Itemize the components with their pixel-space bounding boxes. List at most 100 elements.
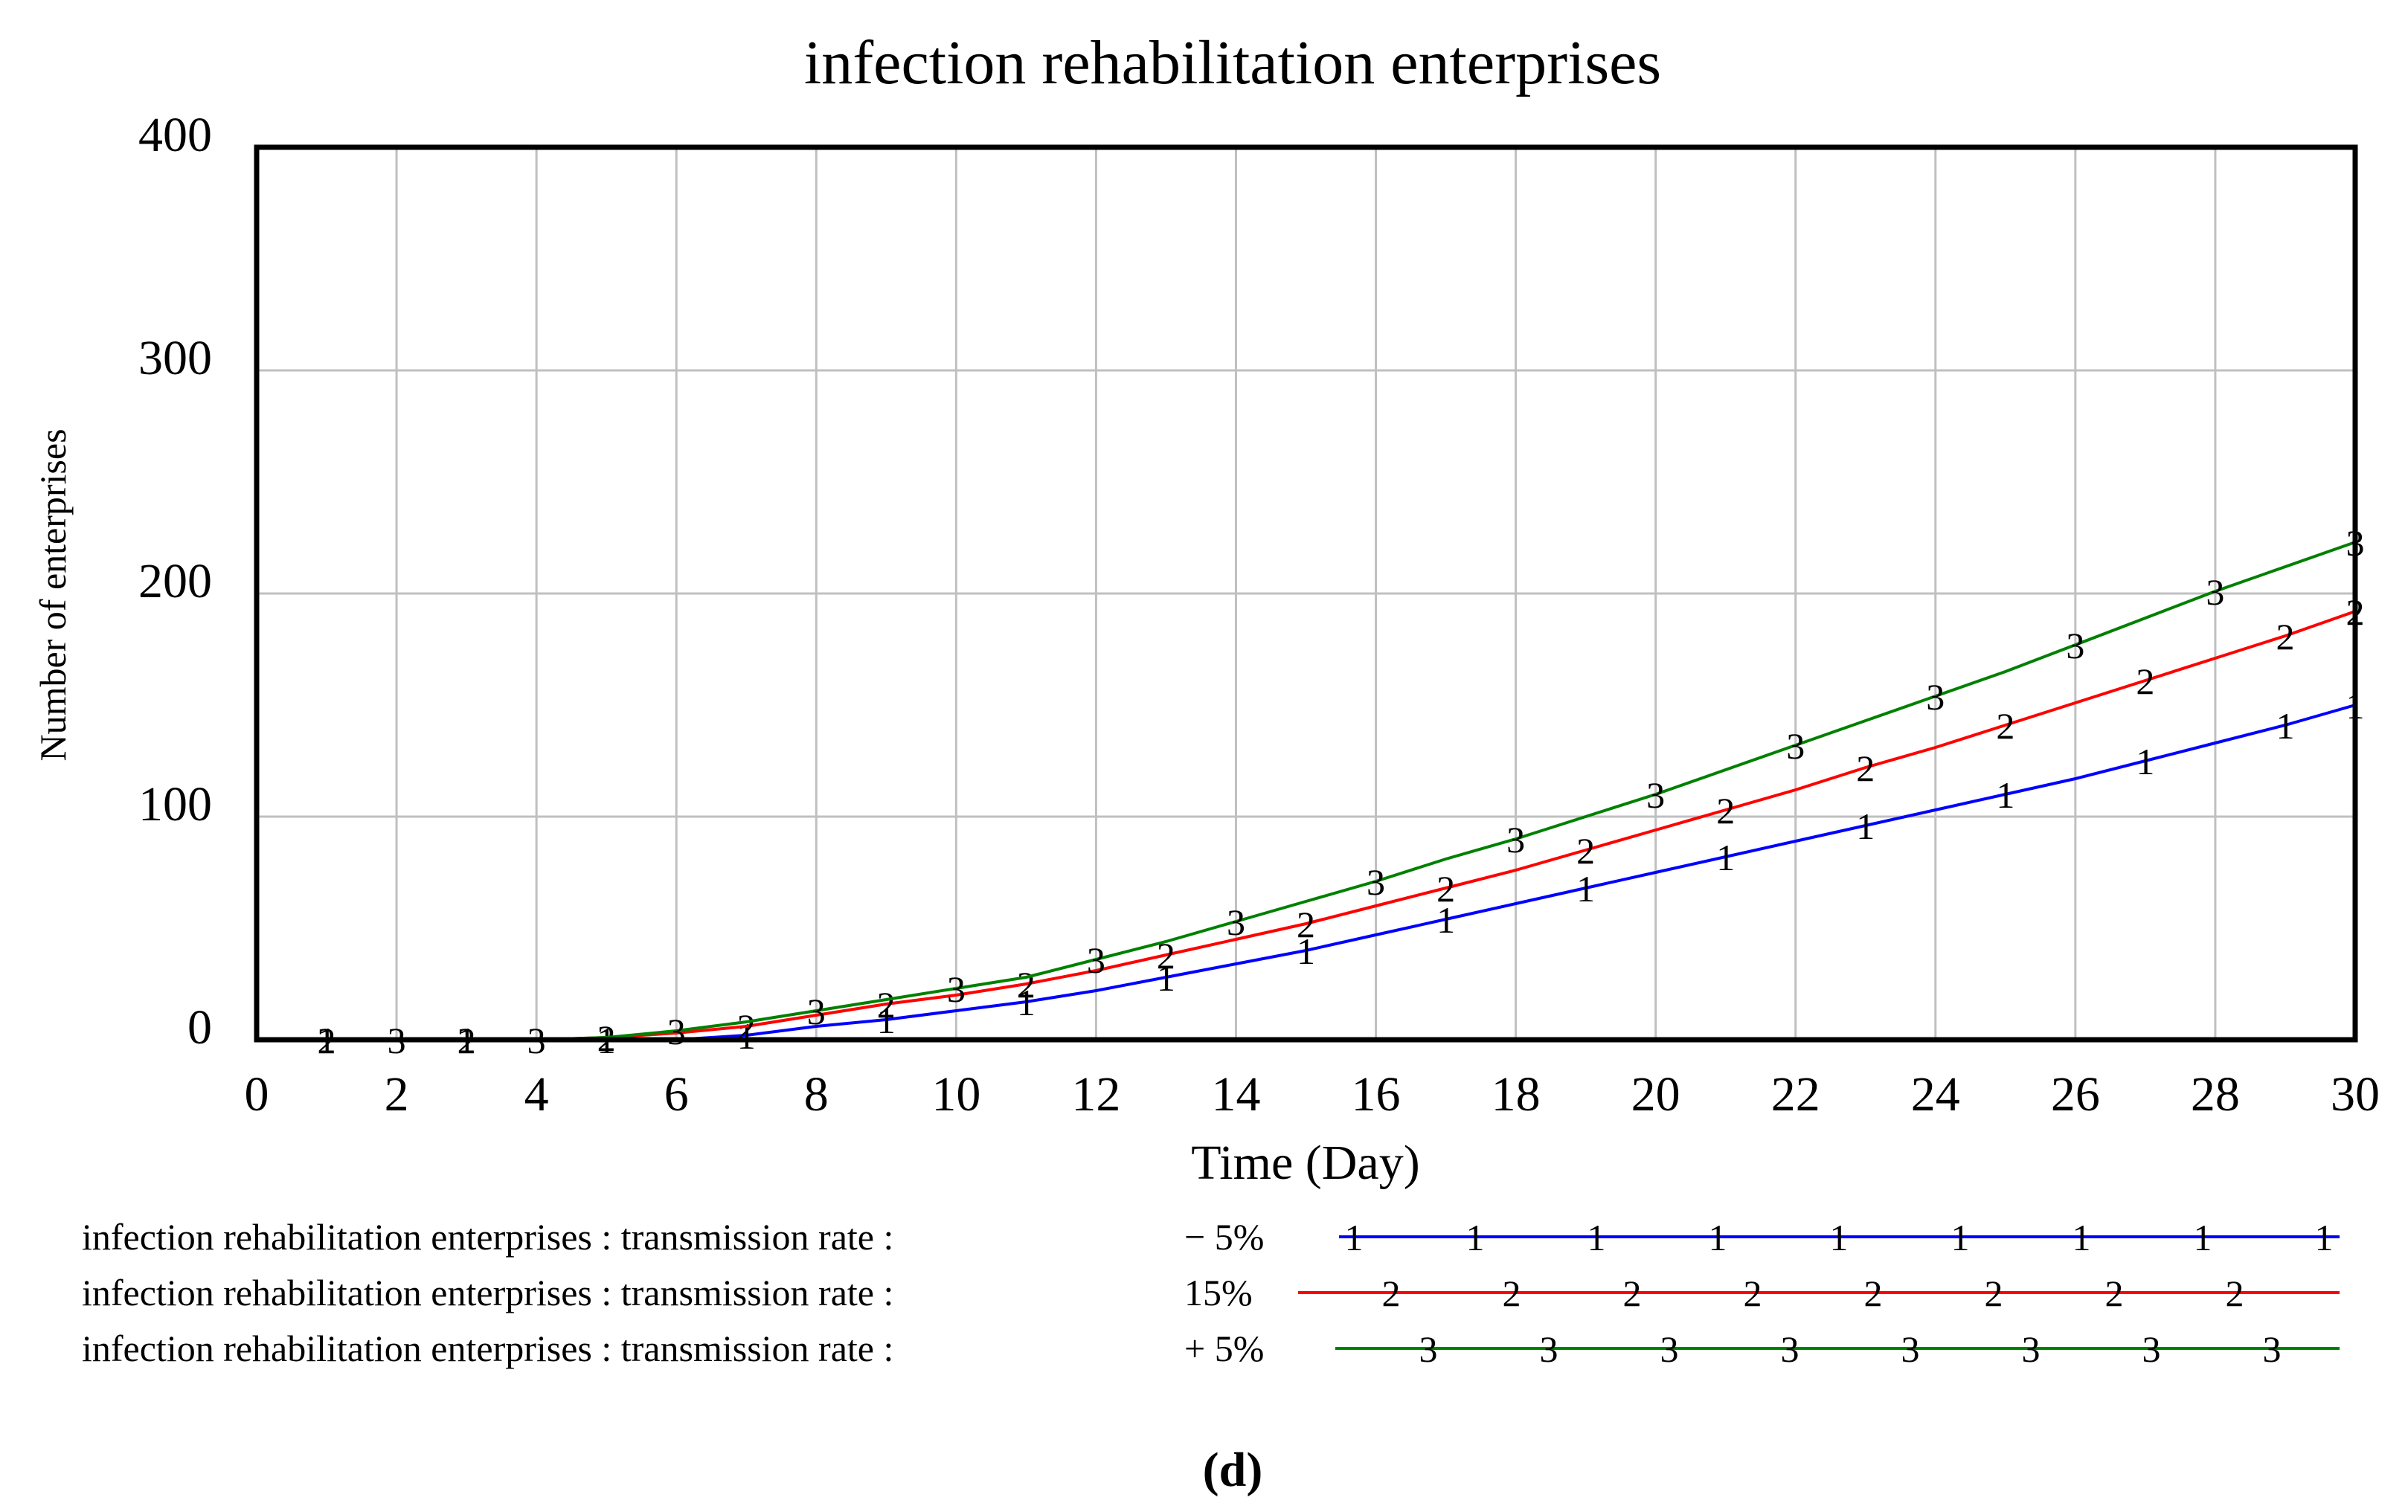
data-point: 1 <box>1996 774 2014 816</box>
legend-marker: 2 <box>2105 1273 2124 1314</box>
data-point: 3 <box>1506 819 1525 860</box>
x-tick-label: 12 <box>1071 1067 1120 1122</box>
legend-marker: 3 <box>2142 1328 2161 1370</box>
data-point: 1 <box>2136 741 2154 782</box>
legend-marker: 3 <box>1419 1328 1438 1370</box>
data-point: 3 <box>1087 939 1105 981</box>
data-point: 3 <box>1646 774 1665 816</box>
data-point: 3 <box>1926 676 1945 718</box>
legend-marker: 1 <box>2315 1217 2334 1258</box>
data-point: 2 <box>1436 868 1455 910</box>
data-point: 3 <box>2066 625 2084 666</box>
legend-marker: 1 <box>2194 1217 2212 1258</box>
legend-series-name: infection rehabilitation enterprises : t… <box>82 1272 893 1313</box>
data-point: 3 <box>667 1011 686 1052</box>
legend-marker: 3 <box>2263 1328 2282 1370</box>
legend-marker: 2 <box>1382 1273 1401 1314</box>
legend-marker: 1 <box>1830 1217 1849 1258</box>
x-tick-label: 16 <box>1352 1067 1401 1122</box>
x-tick-label: 30 <box>2331 1067 2380 1122</box>
x-tick-label: 24 <box>1911 1067 1960 1122</box>
legend-marker: 2 <box>2226 1273 2244 1314</box>
data-point: 1 <box>1436 899 1455 941</box>
series-line <box>257 704 2356 1041</box>
legend-marker: 3 <box>1901 1328 1920 1370</box>
data-point: 2 <box>1297 904 1315 945</box>
data-point: 1 <box>1576 868 1595 910</box>
data-point: 1 <box>1856 805 1875 847</box>
panel-label: (d) <box>1203 1443 1263 1497</box>
data-point: 2 <box>1996 705 2014 747</box>
y-tick-label: 200 <box>138 554 212 608</box>
data-point: 3 <box>1227 901 1245 943</box>
data-point: 1 <box>2276 705 2294 747</box>
data-point: 2 <box>1856 747 1875 789</box>
legend-marker: 1 <box>1466 1217 1485 1258</box>
y-tick-label: 400 <box>138 108 212 162</box>
x-tick-label: 6 <box>664 1067 689 1122</box>
data-point: 3 <box>947 968 966 1010</box>
legend-rate-label: 15% <box>1184 1272 1253 1313</box>
data-point: 2 <box>1716 790 1735 831</box>
data-point: 2 <box>1576 830 1595 872</box>
data-point: 2 <box>2136 660 2154 702</box>
data-point: 1 <box>1017 982 1036 1023</box>
data-point: 3 <box>1367 861 1385 903</box>
legend: infection rehabilitation enterprises : t… <box>82 1216 2340 1370</box>
x-tick-label: 2 <box>385 1067 409 1122</box>
legend-marker: 3 <box>1540 1328 1558 1370</box>
legend-entry: infection rehabilitation enterprises : t… <box>82 1272 2340 1314</box>
legend-rate-label: − 5% <box>1184 1216 1264 1258</box>
legend-marker: 2 <box>1985 1273 2003 1314</box>
legend-marker: 3 <box>2022 1328 2041 1370</box>
legend-marker: 3 <box>1660 1328 1679 1370</box>
y-tick-label: 100 <box>138 777 212 831</box>
data-point: 3 <box>807 991 826 1032</box>
x-axis-label: Time (Day) <box>1191 1136 1419 1190</box>
plot-frame <box>254 144 2358 1043</box>
legend-marker: 1 <box>2073 1217 2091 1258</box>
x-tick-label: 0 <box>245 1067 269 1122</box>
legend-series-name: infection rehabilitation enterprises : t… <box>82 1328 893 1369</box>
x-tick-label: 18 <box>1492 1067 1541 1122</box>
y-axis-label: Number of enterprises <box>32 428 74 761</box>
legend-marker: 2 <box>1503 1273 1521 1314</box>
x-tick-label: 8 <box>804 1067 829 1122</box>
x-tick-label: 26 <box>2051 1067 2100 1122</box>
x-tick-label: 14 <box>1211 1067 1260 1122</box>
x-tick-label: 22 <box>1771 1067 1820 1122</box>
legend-marker: 2 <box>1864 1273 1883 1314</box>
chart-title: infection rehabilitation enterprises <box>804 28 1661 97</box>
x-tick-label: 4 <box>524 1067 549 1122</box>
data-point: 3 <box>1786 725 1805 767</box>
x-tick-label: 28 <box>2191 1067 2240 1122</box>
data-point: 2 <box>2276 616 2294 657</box>
legend-marker: 2 <box>1623 1273 1642 1314</box>
legend-marker: 1 <box>1951 1217 1970 1258</box>
legend-marker: 2 <box>1744 1273 1762 1314</box>
data-point: 1 <box>1297 930 1315 972</box>
data-point: 2 <box>1017 964 1036 1006</box>
series-line <box>257 610 2356 1041</box>
legend-marker: 1 <box>1587 1217 1606 1258</box>
data-point: 3 <box>2206 571 2224 613</box>
data-point: 1 <box>1716 837 1735 878</box>
legend-rate-label: + 5% <box>1184 1328 1264 1369</box>
data-point: 2 <box>877 984 896 1026</box>
legend-marker: 3 <box>1781 1328 1799 1370</box>
x-tick-label: 10 <box>931 1067 980 1122</box>
y-tick-label: 0 <box>187 1000 212 1055</box>
legend-marker: 1 <box>1709 1217 1727 1258</box>
legend-entry: infection rehabilitation enterprises : t… <box>82 1328 2340 1370</box>
legend-series-name: infection rehabilitation enterprises : t… <box>82 1216 893 1258</box>
x-tick-label: 20 <box>1631 1067 1680 1122</box>
y-tick-label: 300 <box>138 331 212 385</box>
legend-entry: infection rehabilitation enterprises : t… <box>82 1216 2340 1258</box>
data-point: 1 <box>1157 957 1175 999</box>
